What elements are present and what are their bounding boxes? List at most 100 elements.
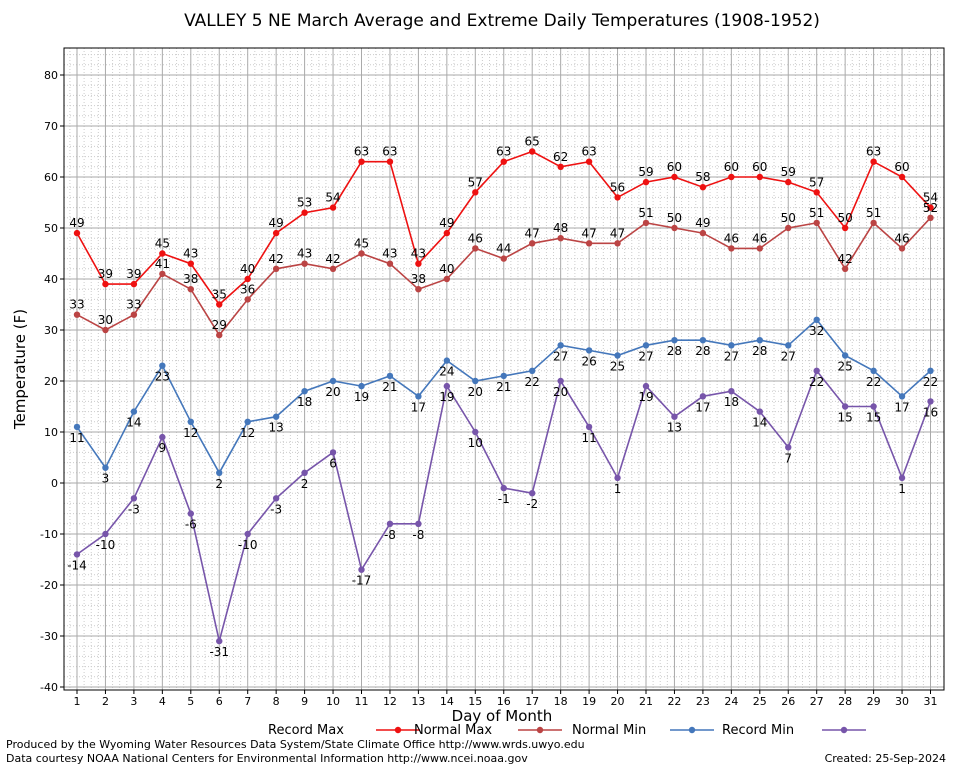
legend-marker-normal_max	[536, 726, 544, 734]
data-label-normal_min: 23	[155, 370, 170, 384]
data-point-record_min	[898, 474, 906, 482]
data-label-normal_max: 42	[325, 252, 340, 266]
data-label-record_max: 43	[183, 247, 198, 261]
x-tick-label: 13	[411, 695, 425, 708]
data-label-record_min: 11	[581, 431, 596, 445]
data-point-normal_max	[529, 240, 536, 247]
data-point-normal_min	[699, 337, 707, 344]
data-point-normal_max	[159, 270, 166, 278]
y-tick-label: 40	[44, 273, 58, 286]
data-label-normal_max: 50	[781, 211, 796, 225]
data-label-record_min: -3	[270, 502, 282, 516]
footer-created-date: Created: 25-Sep-2024	[825, 752, 946, 765]
data-point-record_max	[728, 173, 735, 181]
data-label-normal_max: 43	[297, 247, 312, 261]
data-label-record_max: 63	[866, 145, 881, 159]
data-label-record_min: -1	[498, 492, 510, 506]
data-point-record_max	[329, 204, 337, 211]
data-label-normal_min: 20	[325, 385, 340, 399]
grid	[64, 48, 944, 690]
data-label-record_max: 60	[894, 160, 909, 174]
data-label-normal_max: 30	[98, 313, 113, 327]
data-label-record_min: 19	[439, 390, 454, 404]
data-point-normal_min	[756, 337, 763, 344]
data-point-normal_min	[557, 342, 564, 349]
data-label-record_min: 1	[614, 482, 622, 496]
x-tick-label: 29	[867, 695, 881, 708]
data-label-record_min: 13	[667, 421, 682, 435]
data-label-normal_min: 17	[894, 400, 909, 414]
data-label-record_max: 59	[638, 165, 653, 179]
legend-marker-record_min	[840, 726, 848, 734]
data-point-normal_max	[216, 331, 223, 339]
x-tick-label: 27	[810, 695, 824, 708]
data-label-normal_min: 27	[553, 349, 568, 363]
data-label-record_max: 35	[212, 288, 227, 302]
legend-label-normal_min: Normal Min	[572, 723, 646, 738]
legend-label-record_max: Record Max	[268, 723, 344, 738]
data-label-record_max: 63	[581, 145, 596, 159]
data-label-normal_min: 27	[724, 349, 739, 363]
data-point-record_max	[699, 184, 707, 191]
data-point-normal_min	[301, 388, 308, 395]
data-point-normal_max	[443, 275, 451, 283]
data-label-normal_min: 21	[496, 380, 511, 394]
data-label-normal_min: 28	[667, 344, 682, 358]
data-label-record_min: 20	[553, 385, 568, 399]
data-label-record_min: 16	[923, 405, 938, 419]
data-point-record_min	[500, 484, 507, 492]
data-label-normal_max: 46	[468, 231, 483, 245]
data-label-normal_max: 33	[69, 298, 84, 312]
data-label-normal_min: 26	[581, 354, 596, 368]
data-point-normal_max	[415, 286, 422, 293]
data-point-record_min	[671, 413, 678, 420]
data-point-normal_max	[73, 311, 81, 318]
data-point-normal_max	[301, 260, 308, 267]
data-point-record_max	[785, 178, 792, 186]
data-point-record_max	[927, 204, 934, 211]
y-axis-title: Temperature (F)	[11, 309, 29, 430]
x-tick-label: 20	[611, 695, 625, 708]
data-label-record_min: -31	[209, 645, 229, 659]
data-label-record_min: 9	[159, 441, 167, 455]
data-label-normal_min: 27	[638, 349, 653, 363]
data-point-record_max	[130, 280, 138, 288]
data-label-normal_max: 51	[866, 206, 881, 220]
data-point-normal_min	[415, 393, 422, 400]
data-label-normal_max: 47	[610, 226, 625, 240]
data-label-record_min: 2	[301, 477, 309, 491]
data-point-record_min	[585, 423, 593, 431]
data-point-record_min	[642, 382, 650, 390]
data-point-record_min	[785, 444, 792, 451]
data-label-record_min: -3	[128, 502, 140, 516]
data-label-normal_max: 40	[439, 262, 454, 276]
data-point-normal_max	[728, 245, 735, 252]
data-point-record_max	[671, 173, 678, 181]
legend: Record Max Normal Max Normal Min Record Min	[268, 723, 866, 738]
data-point-record_min	[728, 388, 735, 395]
data-label-record_min: -17	[352, 574, 372, 588]
x-tick-label: 2	[102, 695, 109, 708]
data-label-record_min: -10	[238, 538, 258, 552]
data-label-record_max: 49	[69, 216, 84, 230]
data-point-normal_min	[671, 337, 678, 344]
data-point-normal_min	[642, 342, 650, 349]
data-point-normal_min	[102, 464, 109, 471]
data-point-normal_max	[130, 311, 138, 318]
data-label-normal_max: 49	[695, 216, 710, 230]
data-label-record_max: 65	[525, 135, 540, 149]
data-point-record_max	[500, 158, 507, 165]
data-label-record_max: 58	[695, 170, 710, 184]
data-label-record_max: 49	[269, 216, 284, 230]
data-label-normal_min: 22	[866, 375, 881, 389]
data-label-record_max: 59	[781, 165, 796, 179]
data-point-record_min	[130, 495, 138, 502]
data-label-normal_min: 32	[809, 324, 824, 338]
data-label-record_max: 49	[439, 216, 454, 230]
data-label-record_max: 40	[240, 262, 255, 276]
data-point-record_min	[73, 551, 81, 558]
data-point-normal_min	[728, 342, 735, 349]
data-label-record_max: 63	[354, 145, 369, 159]
series-normal_max: 33 30 33 41 38 29 36 42 43 42 45 43 38 40 46 44 47 48 47 47…	[69, 201, 938, 339]
data-point-record_max	[443, 229, 451, 237]
